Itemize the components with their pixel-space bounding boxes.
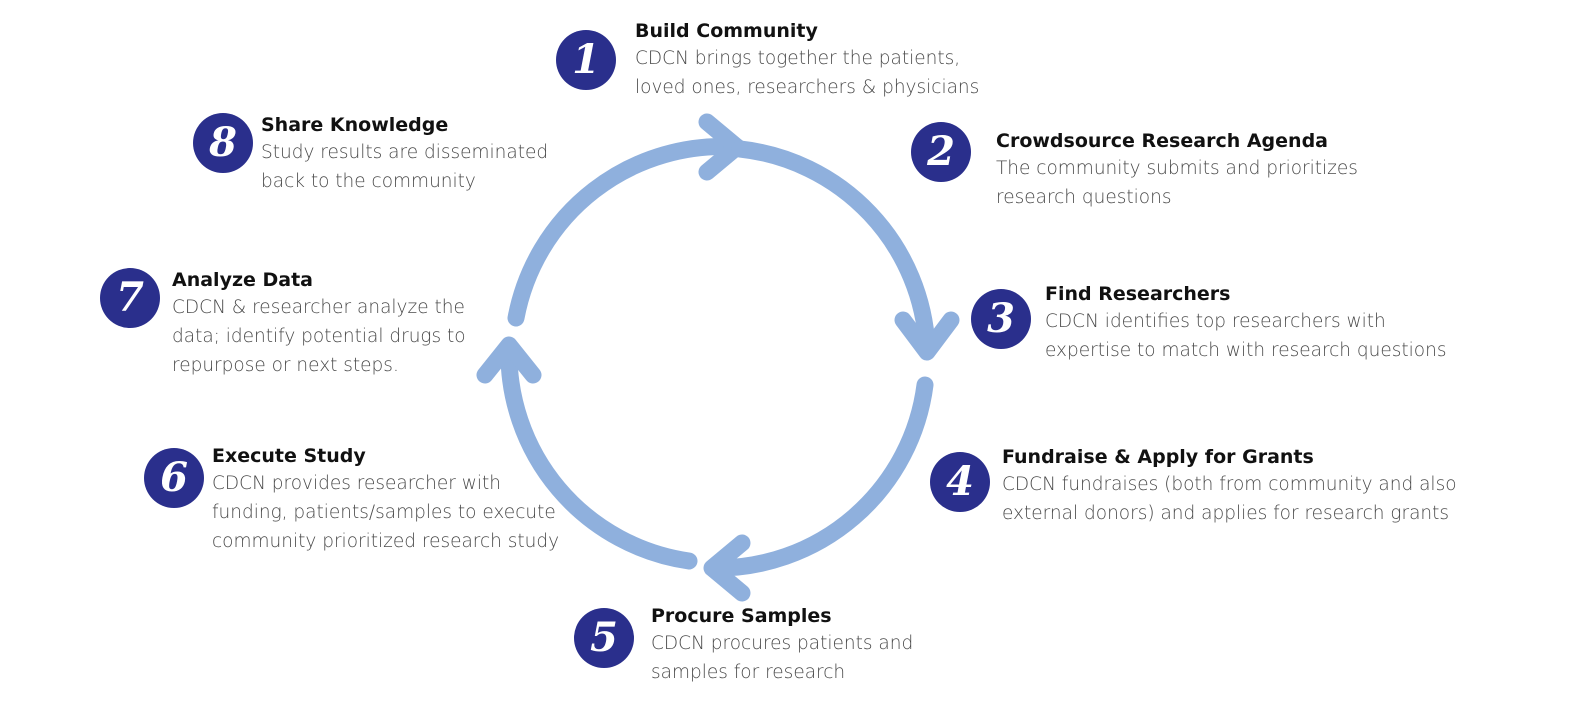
arrow-arc-samples-to-analyze [500, 339, 698, 570]
step-title: Share Knowledge [261, 114, 449, 136]
arrow-arc-analyze-to-build [507, 138, 746, 327]
step-description-line: CDCN brings together the patients, [635, 48, 961, 69]
step-description-line: Study results are disseminated [261, 142, 549, 163]
arrow-arc-build-to-researchers [731, 140, 936, 356]
arrow-arc-researchers-to-samples [704, 376, 934, 577]
step-title: Analyze Data [172, 269, 314, 291]
number-badge-1: 1 [556, 30, 616, 90]
step-description-line: funding, patients/samples to execute [212, 502, 556, 523]
number-badge-3: 3 [971, 289, 1031, 349]
number-badge-2: 2 [911, 122, 971, 182]
step-description-line: back to the community [261, 171, 476, 192]
step-description-line: community prioritized research study [212, 531, 560, 552]
step-description-line: CDCN procures patients and [651, 633, 914, 654]
step-description-line: research questions [996, 187, 1172, 208]
number-badge-5: 5 [574, 608, 634, 668]
step-title: Fundraise & Apply for Grants [1002, 446, 1314, 468]
step-title: Execute Study [212, 445, 366, 467]
step-title: Build Community [635, 20, 818, 42]
step-description-line: CDCN provides researcher with [212, 473, 501, 494]
step-description-line: CDCN & researcher analyze the [172, 297, 465, 318]
arrow-head-researchers [894, 311, 960, 361]
number-badge-7: 7 [100, 268, 160, 328]
step-description-line: CDCN identifies top researchers with [1045, 311, 1386, 332]
arrow-head-samples [703, 534, 751, 602]
step-title: Procure Samples [651, 605, 832, 627]
number-badge-6: 6 [144, 448, 204, 508]
step-title: Crowdsource Research Agenda [996, 130, 1328, 152]
step-description-line: repurpose or next steps. [172, 355, 399, 376]
step-description-line: CDCN fundraises (both from community and… [1002, 474, 1457, 495]
number-badge-8: 8 [193, 113, 253, 173]
number-badge-4: 4 [930, 452, 990, 512]
step-description-line: external donors) and applies for researc… [1002, 503, 1450, 524]
step-description-line: The community submits and prioritizes [996, 158, 1358, 179]
step-description-line: data; identify potential drugs to [172, 326, 466, 347]
step-description-line: loved ones, researchers & physicians [635, 77, 980, 98]
step-description-line: expertise to match with research questio… [1045, 340, 1447, 361]
step-title: Find Researchers [1045, 283, 1231, 305]
step-description-line: samples for research [651, 662, 846, 683]
arrow-head-analyze [476, 336, 542, 384]
